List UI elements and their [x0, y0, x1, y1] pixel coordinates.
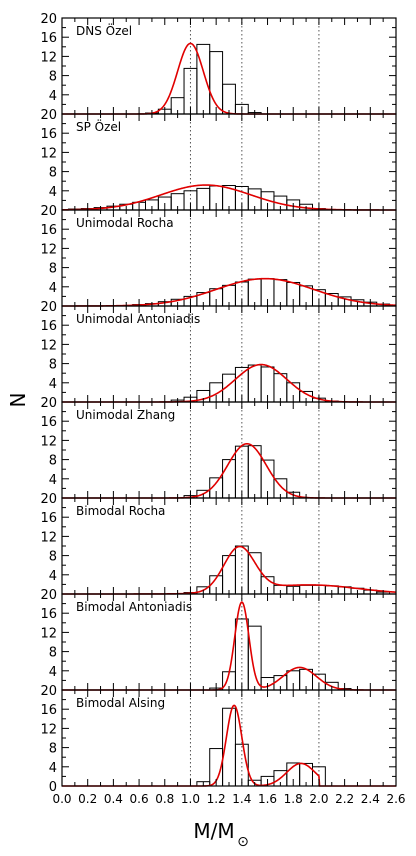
y-tick-label: 12: [40, 338, 57, 353]
x-tick-label: 2.6: [386, 792, 405, 806]
fit-curve: [62, 42, 396, 115]
y-tick-label: 20: [40, 684, 57, 699]
x-tick-label: 1.6: [258, 792, 277, 806]
x-tick-label: 0.0: [52, 792, 71, 806]
x-tick-label: 0.6: [130, 792, 149, 806]
y-tick-label: 4: [49, 377, 57, 392]
histogram-bar: [247, 364, 262, 403]
y-axis-label: N: [6, 393, 30, 408]
panel-5: 4 8 12 16 20 Unimodal Zhang: [40, 396, 397, 499]
fit-curve: [61, 277, 397, 307]
x-tick-label: 0.4: [104, 792, 123, 806]
y-tick-label: 0: [49, 780, 57, 795]
panel-8: 0 4 8 12 16 20 Bimodal Alsing 0.0 0.2 0.4 0.6 0.8 1.…: [40, 684, 405, 806]
panel-6: 4 8 12 16 20 Bimodal Rocha: [40, 492, 397, 595]
panel-3: 4 8 12 16 20 Unimodal Rocha: [40, 204, 397, 307]
y-tick-label: 16: [40, 607, 57, 622]
y-tick-label: 4: [49, 665, 57, 680]
panel-title: DNS Özel: [76, 22, 132, 38]
x-tick-label: 0.8: [155, 792, 174, 806]
panel-7: 4 8 12 16 20 Bimodal Antoniadis: [40, 588, 397, 691]
y-tick-label: 20: [40, 12, 57, 27]
histogram-bar: [247, 552, 262, 595]
y-tick-label: 4: [49, 185, 57, 200]
y-tick-label: 8: [49, 166, 57, 181]
panel-title: Bimodal Rocha: [76, 504, 165, 518]
panel-1: 4 8 12 16 20 DNS Özel: [40, 12, 397, 115]
fit-curve: [62, 442, 396, 499]
x-axis-label-sub: ⊙: [237, 834, 249, 850]
y-tick-label: 20: [40, 588, 57, 603]
x-tick-label: 1.0: [181, 792, 200, 806]
histogram-bar: [222, 459, 236, 499]
y-tick-label: 16: [40, 511, 57, 526]
histogram-bar: [222, 83, 236, 115]
x-tick-label: 1.4: [232, 792, 251, 806]
x-tick-label: 1.2: [207, 792, 226, 806]
y-tick-label: 4: [49, 569, 57, 584]
y-tick-label: 8: [49, 742, 57, 757]
y-tick-label: 16: [40, 319, 57, 334]
y-tick-label: 12: [40, 722, 57, 737]
y-tick-label: 16: [40, 127, 57, 142]
x-tick-label: 2.0: [309, 792, 328, 806]
y-tick-label: 16: [40, 415, 57, 430]
x-axis-label: M/M ⊙: [193, 819, 248, 850]
y-tick-label: 12: [40, 626, 57, 641]
panel-title: SP Özel: [76, 118, 121, 134]
y-tick-label: 8: [49, 358, 57, 373]
fit-curve: [62, 704, 396, 787]
x-tick-label: 1.8: [284, 792, 303, 806]
histogram-bar: [222, 555, 236, 595]
y-tick-label: 16: [40, 31, 57, 46]
panel-title: Bimodal Antoniadis: [76, 600, 192, 614]
panel-title: Bimodal Alsing: [76, 696, 165, 710]
panel-title: Unimodal Antoniadis: [76, 312, 200, 326]
panel-2: 4 8 12 16 20 SP Özel: [40, 108, 397, 211]
fit-curve: [62, 601, 396, 691]
y-tick-label: 8: [49, 70, 57, 85]
y-tick-label: 4: [49, 89, 57, 104]
y-tick-label: 4: [49, 761, 57, 776]
y-tick-label: 20: [40, 300, 57, 315]
y-tick-label: 4: [49, 281, 57, 296]
y-tick-label: 8: [49, 646, 57, 661]
y-tick-label: 20: [40, 108, 57, 123]
x-tick-label: 0.2: [78, 792, 97, 806]
x-tick-label: 2.4: [361, 792, 380, 806]
y-tick-label: 20: [40, 492, 57, 507]
y-tick-label: 12: [40, 242, 57, 257]
x-tick-label: 2.2: [335, 792, 354, 806]
y-tick-label: 12: [40, 146, 57, 161]
panel-title: Unimodal Rocha: [76, 216, 174, 230]
y-tick-label: 8: [49, 262, 57, 277]
panel-4: 4 8 12 16 20 Unimodal Antoniadis: [40, 300, 397, 403]
histogram-bar: [247, 625, 262, 691]
histogram-bar: [247, 278, 262, 307]
y-tick-label: 4: [49, 473, 57, 488]
panel-title: Unimodal Zhang: [76, 408, 175, 422]
y-tick-label: 12: [40, 530, 57, 545]
y-tick-label: 16: [40, 703, 57, 718]
y-tick-label: 12: [40, 434, 57, 449]
x-axis-label-main: M/M: [193, 819, 234, 843]
y-tick-label: 20: [40, 204, 57, 219]
y-tick-label: 8: [49, 550, 57, 565]
y-tick-label: 20: [40, 396, 57, 411]
fit-curve: [62, 363, 396, 403]
fit-curve: [62, 545, 397, 595]
y-tick-label: 12: [40, 50, 57, 65]
y-tick-label: 16: [40, 223, 57, 238]
y-tick-label: 8: [49, 454, 57, 469]
